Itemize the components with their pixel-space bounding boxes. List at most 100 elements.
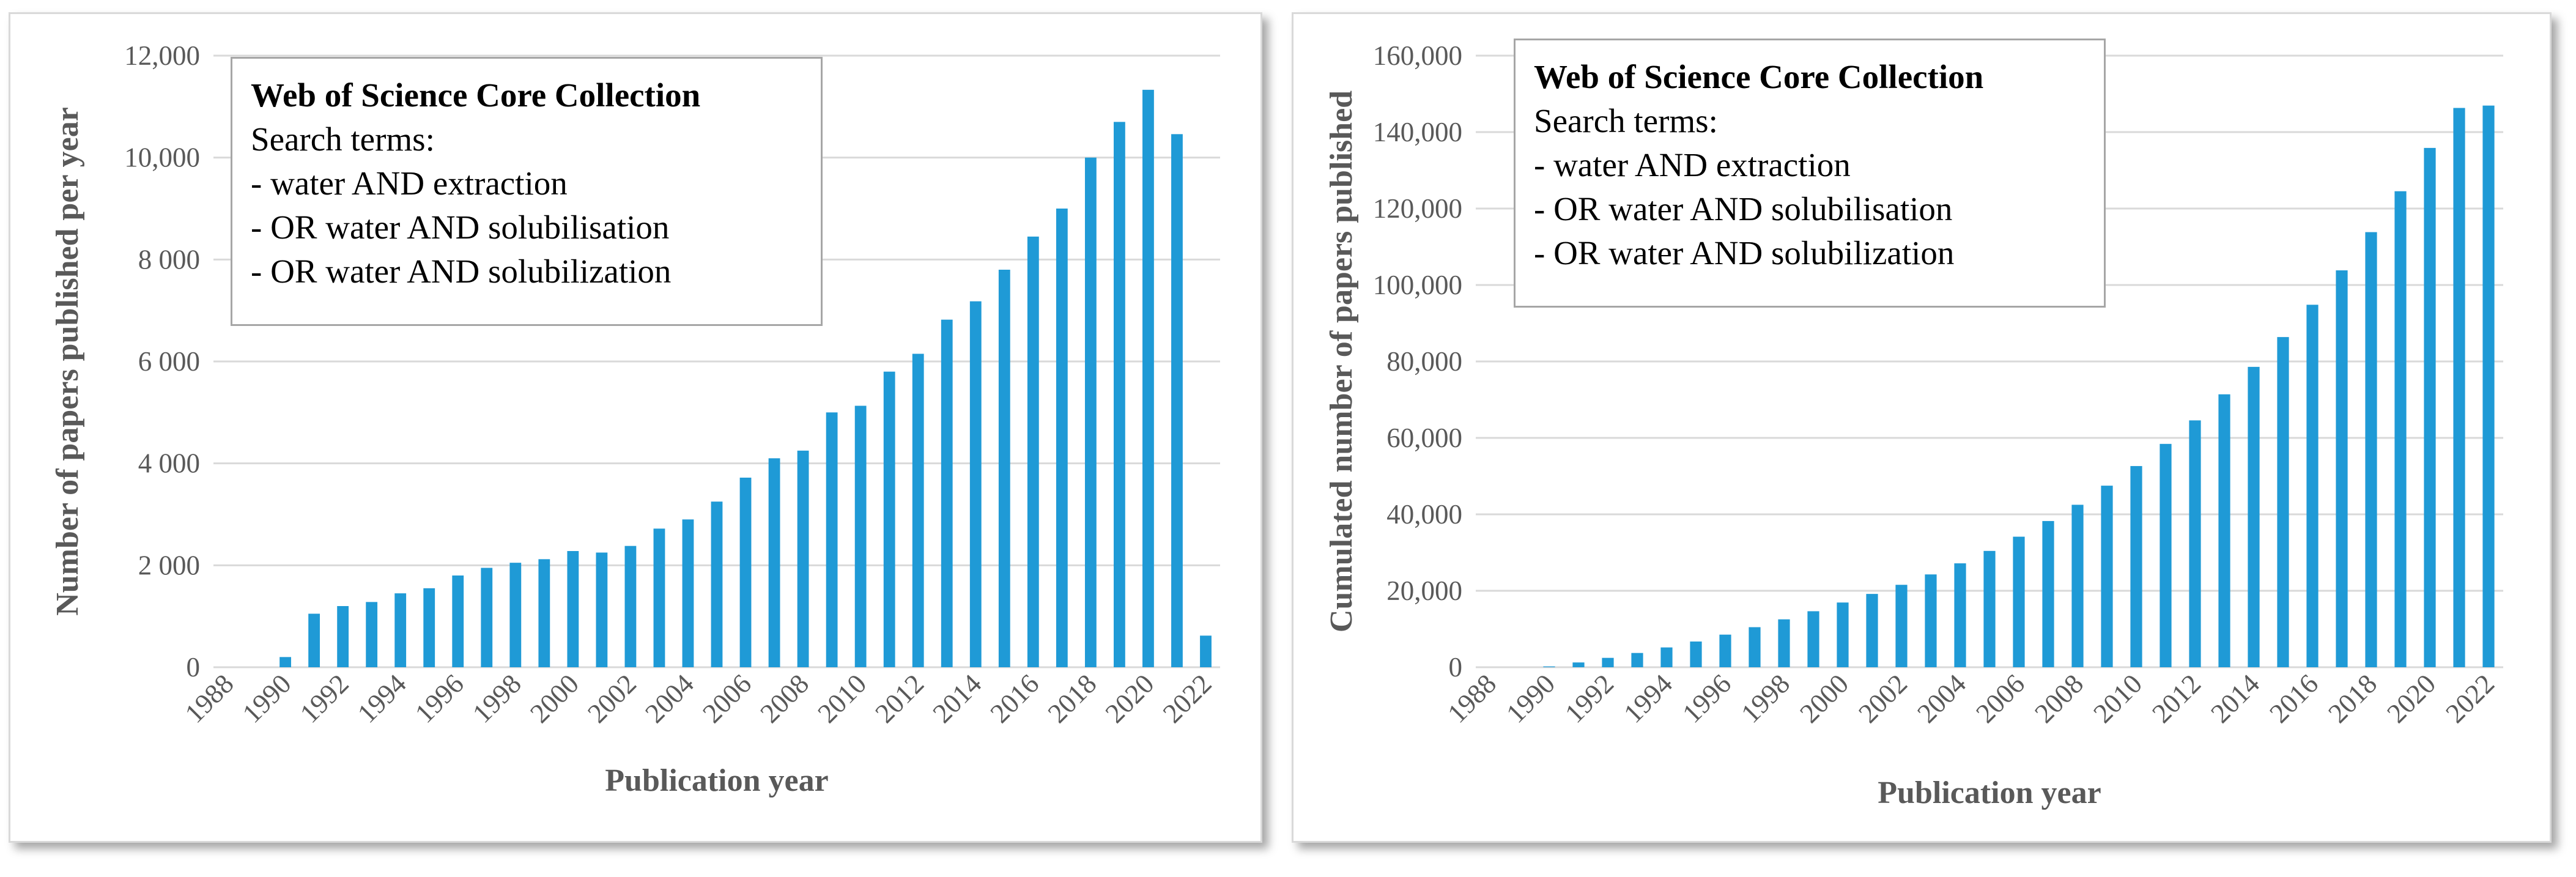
y-tick-label: 140,000 [1373,117,1462,147]
y-tick-label: 12,000 [124,40,200,71]
bar-2020 [2424,147,2436,667]
x-tick-label: 1996 [1676,668,1737,729]
x-tick-label: 1992 [1559,668,1619,729]
bar-2001 [1866,594,1878,667]
x-tick-label: 2004 [1911,668,1972,729]
x-tick-label: 2006 [697,668,757,729]
bar-2016 [2306,305,2319,667]
info-box-title: Web of Science Core Collection [251,76,701,114]
bar-2007 [2042,520,2054,667]
bar-2002 [1895,585,1908,667]
bar-2003 [653,528,665,667]
y-axis-title: Number of papers published per year [50,107,85,616]
bar-1990 [279,657,291,667]
info-box-line: - OR water AND solubilization [1534,234,1955,272]
x-axis-title: Publication year [605,763,828,798]
bar-2006 [2013,536,2025,667]
x-tick-label: 2000 [1794,668,1854,729]
x-tick-label: 2016 [2263,668,2324,729]
bar-1997 [1749,627,1761,667]
bar-1995 [1690,641,1702,667]
x-tick-label: 1994 [1618,668,1678,729]
bar-2006 [739,478,752,667]
bar-2020 [1142,89,1154,667]
x-tick-label: 2006 [1970,668,2030,729]
bar-2008 [797,450,809,667]
bar-2021 [1171,134,1183,668]
bar-2014 [969,301,982,668]
x-tick-label: 2008 [2029,668,2089,729]
bar-2005 [1983,550,1996,667]
y-tick-label: 10,000 [124,142,200,173]
x-tick-label: 2020 [2381,668,2441,729]
bar-1991 [308,613,320,667]
bar-2022 [1200,635,1212,667]
bar-1994 [1660,647,1673,667]
bar-1996 [1719,634,1731,667]
y-tick-label: 4 000 [138,448,200,479]
bar-2013 [941,319,953,667]
bar-2015 [998,270,1010,667]
y-tick-label: 8 000 [138,244,200,275]
x-tick-label: 2008 [754,668,815,729]
y-axis-title: Cumulated number of papers published [1324,91,1359,632]
info-box-line: - OR water AND solubilization [251,253,672,290]
chart-right-svg: 0 20,000 40,000 60,000 80,000 100,000 120,000 1… [1324,40,2503,810]
bar-2019 [2394,191,2407,667]
y-tick-label: 2 000 [138,550,200,580]
x-tick-label: 2016 [984,668,1045,729]
bar-2008 [2071,505,2084,667]
x-tick-label: 2002 [582,668,642,729]
x-tick-label: 2018 [2322,668,2383,729]
y-tick-label: 6 000 [138,346,200,377]
info-box-line: Search terms: [1534,102,1718,139]
bar-2014 [2248,366,2260,667]
bar-2010 [2130,466,2142,667]
bar-1993 [366,602,378,667]
chart-panel-right: 0 20,000 40,000 60,000 80,000 100,000 120,000 1… [1292,12,2552,843]
bar-2017 [2336,270,2348,667]
x-tick-label: 2010 [2087,668,2148,729]
bar-2005 [711,501,723,667]
x-tick-label: 1992 [294,668,355,729]
bar-1996 [452,575,464,667]
bar-2002 [624,546,637,667]
x-tick-label: 2000 [524,668,585,729]
bar-2010 [854,405,867,667]
bar-2003 [1925,574,1937,667]
info-box-right: Web of Science Core Collection Search te… [1514,39,2106,308]
info-box-line: - OR water AND solubilisation [1534,190,1953,228]
x-tick-label: 1990 [1500,668,1561,729]
x-tick-label: 2012 [2146,668,2207,729]
bar-2007 [768,458,780,667]
bar-2011 [2160,443,2172,667]
info-box-line: Search terms: [251,120,435,158]
bar-2015 [2277,337,2289,667]
bar-1998 [509,563,522,667]
bar-2016 [1027,236,1039,667]
bar-2000 [1837,602,1849,667]
info-box-line: - OR water AND solubilisation [251,209,670,246]
x-tick-label: 2022 [1157,668,1218,729]
x-tick-label: 2014 [2205,668,2265,729]
x-tick-label: 2014 [927,668,987,729]
bar-1991 [1572,662,1585,667]
x-tick-label: 2004 [639,668,700,729]
y-tick-label: 60,000 [1386,423,1462,453]
bar-1993 [1631,653,1643,667]
bar-2004 [682,519,694,667]
y-tick-label: 100,000 [1373,270,1462,300]
x-tick-label: 2018 [1042,668,1102,729]
y-tick-label: 160,000 [1373,40,1462,71]
x-tick-label: 1994 [352,668,412,729]
bar-1995 [423,588,435,667]
bar-1992 [1602,657,1614,667]
y-tick-label: 80,000 [1386,346,1462,377]
y-tick-label: 0 [1449,652,1463,683]
bar-2004 [1954,563,1966,667]
bar-2012 [912,353,924,667]
bar-1997 [481,568,493,667]
y-tick-label: 120,000 [1373,193,1462,224]
